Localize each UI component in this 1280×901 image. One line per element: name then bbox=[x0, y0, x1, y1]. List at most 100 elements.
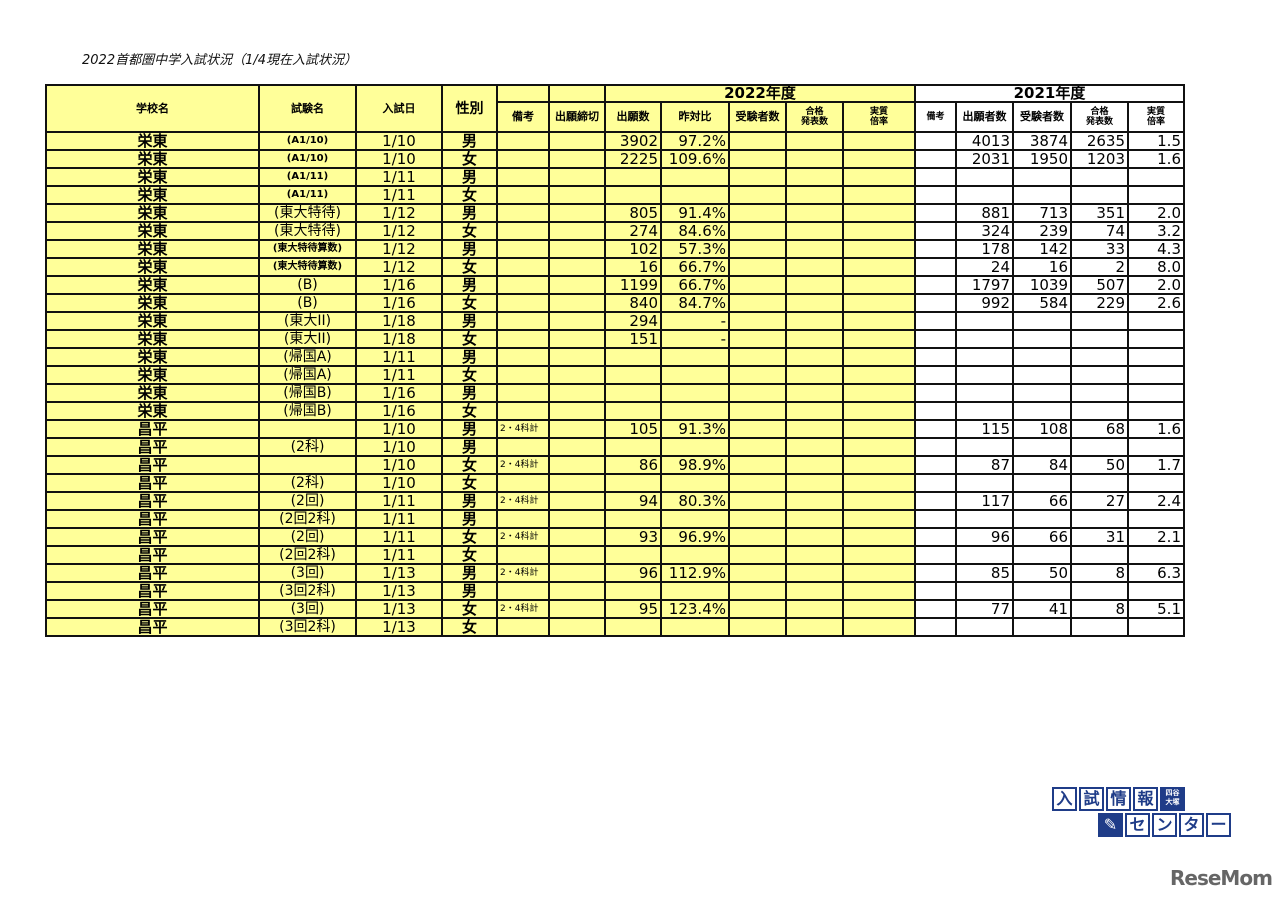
examinees-2021: 16 bbox=[1012, 257, 1072, 277]
note-2022 bbox=[496, 473, 550, 493]
examinees-2021: 66 bbox=[1012, 527, 1072, 547]
table-row: 昌平 (2回) 1/11 男 2・4科計 94 80.3% 117 66 27 2.4 bbox=[45, 491, 1185, 511]
note-2021 bbox=[914, 329, 957, 349]
ratio-2021 bbox=[1127, 617, 1185, 637]
gender: 男 bbox=[441, 563, 498, 583]
examinees-2021 bbox=[1012, 311, 1072, 331]
passed-2021: 351 bbox=[1070, 203, 1129, 223]
logo-char: 報 bbox=[1133, 787, 1158, 811]
passed-2022 bbox=[785, 527, 844, 547]
deadline-2022 bbox=[548, 599, 606, 619]
passed-2021 bbox=[1070, 617, 1129, 637]
examinees-2021: 66 bbox=[1012, 491, 1072, 511]
passed-2022 bbox=[785, 293, 844, 313]
note-2022 bbox=[496, 509, 550, 529]
applicants-2022: 102 bbox=[604, 239, 662, 259]
ratio-2021: 5.1 bbox=[1127, 599, 1185, 619]
table-row: 昌平 1/10 女 2・4科計 86 98.9% 87 84 50 1.7 bbox=[45, 455, 1185, 475]
header-blank-1 bbox=[496, 84, 550, 103]
school-name: 栄東 bbox=[45, 149, 260, 169]
note-2021 bbox=[914, 347, 957, 367]
examinees-2021 bbox=[1012, 185, 1072, 205]
deadline-2022 bbox=[548, 131, 606, 151]
exam-date: 1/11 bbox=[355, 365, 443, 385]
school-name: 昌平 bbox=[45, 419, 260, 439]
table-row: 栄東 (東大II) 1/18 女 151- bbox=[45, 329, 1185, 349]
exam-date: 1/12 bbox=[355, 221, 443, 241]
exam-date: 1/13 bbox=[355, 581, 443, 601]
examinees-2022 bbox=[728, 185, 787, 205]
applicants-2021 bbox=[955, 365, 1014, 385]
examinees-2022 bbox=[728, 527, 787, 547]
ratio-2022 bbox=[842, 329, 916, 349]
passed-2021: 68 bbox=[1070, 419, 1129, 439]
table-row: 昌平 (2科) 1/10 男 bbox=[45, 437, 1185, 457]
deadline-2022 bbox=[548, 581, 606, 601]
note-2022 bbox=[496, 275, 550, 295]
examinees-2022 bbox=[728, 149, 787, 169]
yoy-ratio-2022: 112.9% bbox=[660, 563, 730, 583]
note-2022: 2・4科計 bbox=[496, 563, 550, 583]
exam-date: 1/12 bbox=[355, 257, 443, 277]
examinees-2021 bbox=[1012, 581, 1072, 601]
applicants-2022: 86 bbox=[604, 455, 662, 475]
passed-2022 bbox=[785, 365, 844, 385]
ratio-2021 bbox=[1127, 383, 1185, 403]
passed-2021 bbox=[1070, 329, 1129, 349]
examinees-2021 bbox=[1012, 437, 1072, 457]
deadline-2022 bbox=[548, 563, 606, 583]
ratio-2022 bbox=[842, 599, 916, 619]
examinees-2022 bbox=[728, 419, 787, 439]
exam-date: 1/10 bbox=[355, 437, 443, 457]
examinees-2021 bbox=[1012, 545, 1072, 565]
exam-date: 1/13 bbox=[355, 617, 443, 637]
exam-date: 1/16 bbox=[355, 275, 443, 295]
table-row: 栄東 (東大特待) 1/12 男 805 91.4% 881 713 351 2.0 bbox=[45, 203, 1185, 223]
passed-2021 bbox=[1070, 365, 1129, 385]
header-2021-col: 備考 bbox=[914, 101, 957, 133]
examinees-2021: 713 bbox=[1012, 203, 1072, 223]
gender: 女 bbox=[441, 293, 498, 313]
passed-2022 bbox=[785, 617, 844, 637]
examinees-2021: 3874 bbox=[1012, 131, 1072, 151]
header-2021-col: 合格 発表数 bbox=[1070, 101, 1129, 133]
applicants-2022 bbox=[604, 437, 662, 457]
note-2022 bbox=[496, 203, 550, 223]
passed-2021 bbox=[1070, 437, 1129, 457]
applicants-2021 bbox=[955, 383, 1014, 403]
examinees-2022 bbox=[728, 509, 787, 529]
exam-date: 1/11 bbox=[355, 491, 443, 511]
exam-date: 1/10 bbox=[355, 455, 443, 475]
school-name: 栄東 bbox=[45, 167, 260, 187]
table-row: 栄東 (B) 1/16 女 840 84.7% 992 584 229 2.6 bbox=[45, 293, 1185, 313]
passed-2022 bbox=[785, 599, 844, 619]
passed-2021: 27 bbox=[1070, 491, 1129, 511]
gender: 女 bbox=[441, 365, 498, 385]
exam-name: (帰国A) bbox=[258, 347, 357, 367]
exam-name: (2科) bbox=[258, 437, 357, 457]
logo-char: 入 bbox=[1052, 787, 1077, 811]
ratio-2021 bbox=[1127, 347, 1185, 367]
note-2021 bbox=[914, 239, 957, 259]
ratio-2021 bbox=[1127, 473, 1185, 493]
examinees-2021 bbox=[1012, 365, 1072, 385]
applicants-2021: 324 bbox=[955, 221, 1014, 241]
passed-2022 bbox=[785, 257, 844, 277]
passed-2021 bbox=[1070, 545, 1129, 565]
yoy-ratio-2022 bbox=[660, 617, 730, 637]
ratio-2021 bbox=[1127, 545, 1185, 565]
passed-2021 bbox=[1070, 347, 1129, 367]
ratio-2022 bbox=[842, 473, 916, 493]
exam-name: (2科) bbox=[258, 473, 357, 493]
passed-2021: 31 bbox=[1070, 527, 1129, 547]
examinees-2022 bbox=[728, 617, 787, 637]
passed-2022 bbox=[785, 329, 844, 349]
note-2022 bbox=[496, 347, 550, 367]
examinees-2022 bbox=[728, 491, 787, 511]
ratio-2021: 2.6 bbox=[1127, 293, 1185, 313]
gender: 男 bbox=[441, 311, 498, 331]
note-2022: 2・4科計 bbox=[496, 527, 550, 547]
passed-2021 bbox=[1070, 383, 1129, 403]
note-2021 bbox=[914, 365, 957, 385]
ratio-2022 bbox=[842, 563, 916, 583]
